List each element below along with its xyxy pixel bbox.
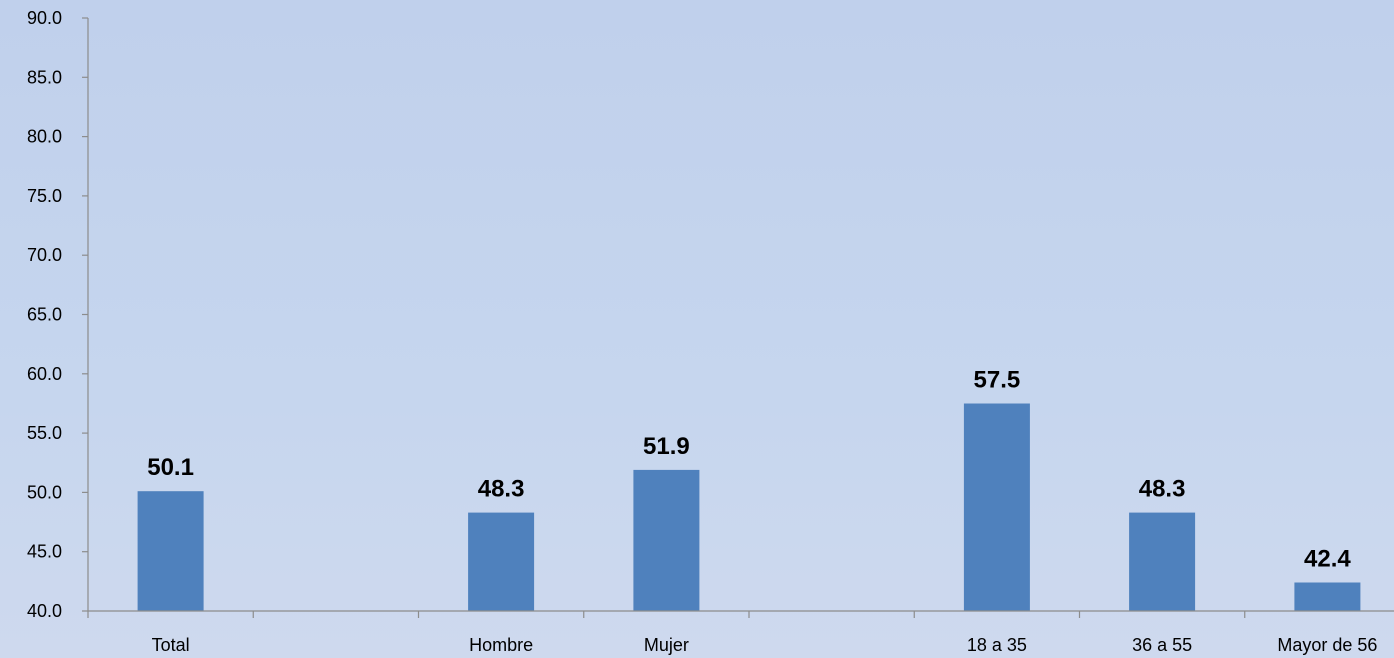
bar xyxy=(963,403,1030,611)
y-tick-label: 80.0 xyxy=(27,127,62,147)
x-tick-label: Hombre xyxy=(469,635,533,655)
y-tick-label: 75.0 xyxy=(27,186,62,206)
y-tick-label: 55.0 xyxy=(27,423,62,443)
data-label: 48.3 xyxy=(478,476,525,503)
bar xyxy=(1294,582,1361,611)
data-label: 48.3 xyxy=(1139,476,1186,503)
x-tick-label: 36 a 55 xyxy=(1132,635,1192,655)
y-tick-label: 85.0 xyxy=(27,67,62,87)
y-tick-label: 65.0 xyxy=(27,305,62,325)
x-tick-label: 18 a 35 xyxy=(967,635,1027,655)
y-tick-label: 90.0 xyxy=(27,8,62,28)
bar xyxy=(633,469,700,611)
bar xyxy=(468,512,535,611)
y-tick-label: 70.0 xyxy=(27,245,62,265)
y-tick-label: 40.0 xyxy=(27,601,62,621)
data-label: 51.9 xyxy=(643,433,690,460)
y-tick-label: 50.0 xyxy=(27,482,62,502)
bar xyxy=(1129,512,1196,611)
y-tick-label: 60.0 xyxy=(27,364,62,384)
bar xyxy=(137,491,204,611)
x-tick-label: Mujer xyxy=(644,635,689,655)
y-tick-label: 45.0 xyxy=(27,542,62,562)
data-label: 42.4 xyxy=(1304,546,1351,573)
data-label: 57.5 xyxy=(974,367,1021,394)
data-label: 50.1 xyxy=(147,454,194,481)
x-tick-label: Total xyxy=(152,635,190,655)
x-tick-label: Mayor de 56 xyxy=(1277,635,1377,655)
